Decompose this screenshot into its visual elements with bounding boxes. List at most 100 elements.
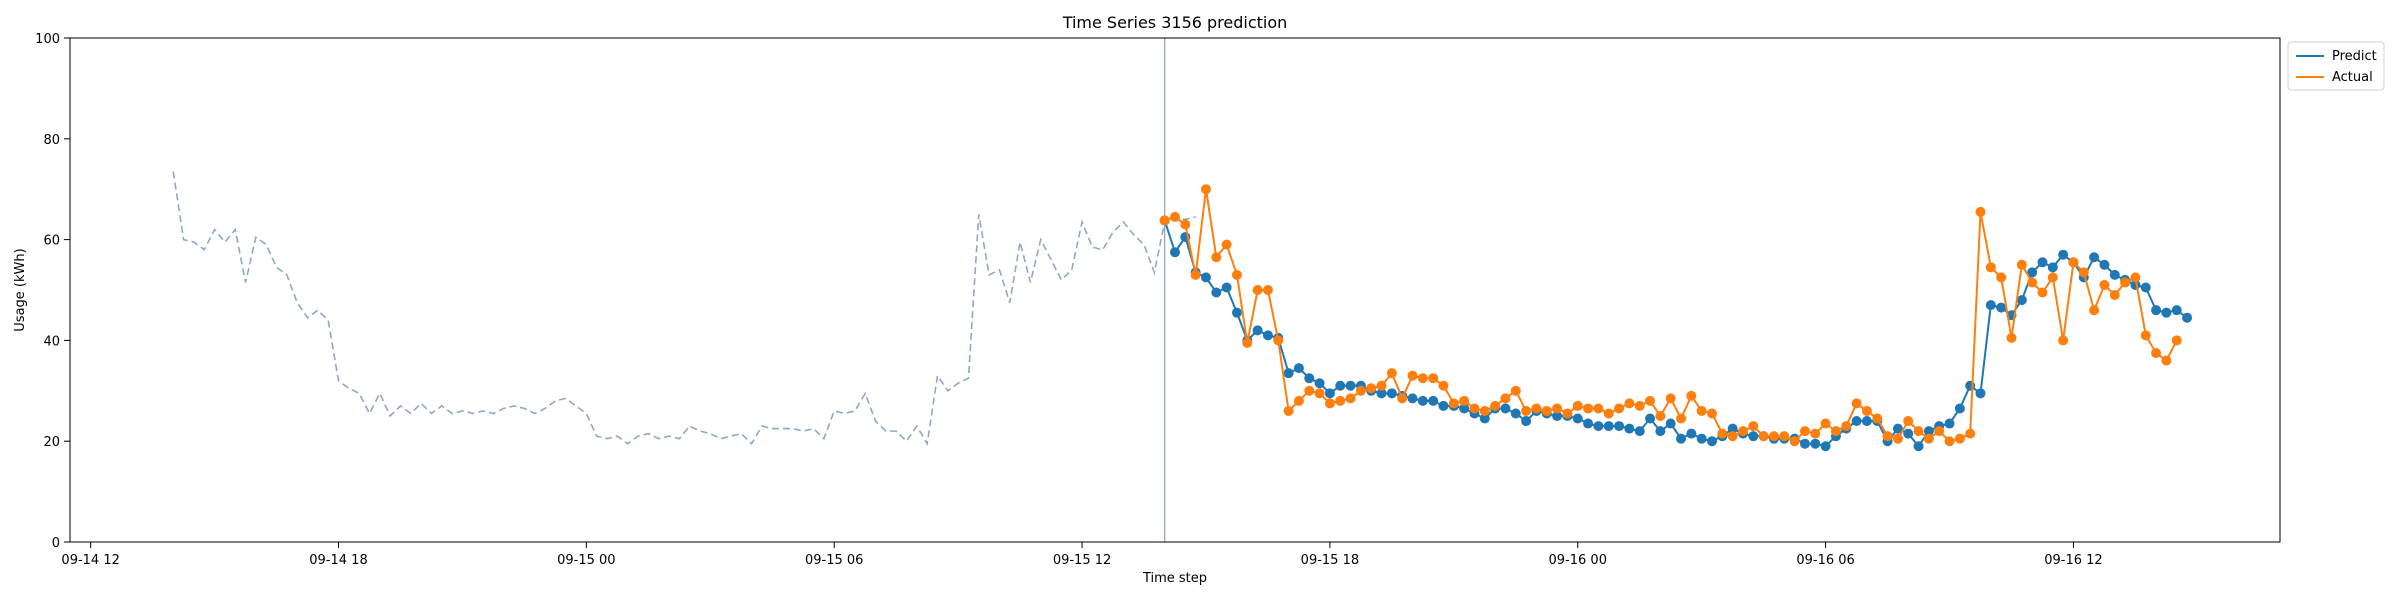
predict-point xyxy=(2037,257,2048,268)
predict-point xyxy=(1954,403,1965,414)
predict-point xyxy=(1820,441,1831,452)
predict-point xyxy=(1965,380,1976,391)
predict-point xyxy=(1221,282,1232,293)
x-tick-label: 09-16 00 xyxy=(1549,553,1607,568)
predict-point xyxy=(1624,423,1635,434)
x-tick-label: 09-14 18 xyxy=(309,553,367,568)
predict-point xyxy=(1479,413,1490,424)
predict-point xyxy=(1676,433,1687,444)
predict-point xyxy=(1510,408,1521,419)
predict-point xyxy=(1417,395,1428,406)
predict-point xyxy=(1851,416,1862,427)
predict-point xyxy=(1283,368,1294,379)
actual-point xyxy=(1789,436,1800,447)
y-tick-label: 20 xyxy=(43,435,60,450)
actual-point xyxy=(1283,405,1294,416)
predict-point xyxy=(2016,295,2027,306)
predict-point xyxy=(1861,416,1872,427)
predict-point xyxy=(2058,249,2069,260)
actual-point xyxy=(1324,398,1335,409)
y-tick-label: 60 xyxy=(43,234,60,249)
actual-point xyxy=(1779,431,1790,442)
predict-point xyxy=(1975,388,1986,399)
actual-point xyxy=(1975,206,1986,217)
actual-point xyxy=(1335,395,1346,406)
predict-point xyxy=(1810,438,1821,449)
actual-point xyxy=(1996,272,2007,283)
x-tick-label: 09-16 06 xyxy=(1796,553,1854,568)
actual-point xyxy=(1448,398,1459,409)
actual-point xyxy=(1407,370,1418,381)
y-axis-ticks: 0 20 40 60 80 100 xyxy=(35,32,70,551)
predict-point xyxy=(2099,259,2110,270)
actual-point xyxy=(2120,277,2131,288)
actual-point xyxy=(1417,373,1428,384)
predict-point xyxy=(1707,436,1718,447)
actual-point xyxy=(1965,428,1976,439)
actual-point xyxy=(1737,426,1748,437)
actual-point xyxy=(1469,403,1480,414)
predict-point xyxy=(1603,421,1614,432)
predict-point xyxy=(1748,431,1759,442)
actual-point xyxy=(1934,426,1945,437)
actual-point xyxy=(1686,390,1697,401)
actual-point xyxy=(2068,257,2079,268)
predict-point xyxy=(2027,267,2038,278)
actual-point xyxy=(2058,335,2069,346)
actual-point xyxy=(1603,408,1614,419)
actual-point xyxy=(2161,355,2172,366)
actual-point xyxy=(2006,332,2017,343)
predict-point xyxy=(2047,262,2058,273)
actual-point xyxy=(1438,380,1449,391)
predict-point xyxy=(1345,380,1356,391)
predict-point xyxy=(1552,411,1563,421)
actual-point xyxy=(1273,335,1284,346)
actual-point xyxy=(2130,272,2141,283)
actual-point xyxy=(1768,431,1779,442)
x-tick-label: 09-15 06 xyxy=(805,553,863,568)
y-tick-label: 40 xyxy=(43,334,60,349)
actual-point xyxy=(1572,400,1583,411)
actual-point xyxy=(1170,211,1180,222)
y-tick-label: 80 xyxy=(43,133,60,148)
y-tick-label: 0 xyxy=(52,536,60,551)
legend-predict-label: Predict xyxy=(2332,49,2377,64)
predict-point xyxy=(2109,269,2120,280)
actual-point xyxy=(1634,400,1645,411)
actual-point xyxy=(1903,416,1914,427)
actual-point xyxy=(1851,398,1862,409)
predict-point xyxy=(1500,403,1511,414)
actual-point xyxy=(1510,385,1521,396)
actual-point xyxy=(1614,403,1625,414)
predict-point xyxy=(1438,400,1449,411)
predict-point xyxy=(1324,388,1335,399)
actual-point xyxy=(1355,385,1366,396)
y-tick-label: 100 xyxy=(35,32,60,47)
actual-point xyxy=(1552,403,1563,414)
actual-point xyxy=(1872,413,1883,424)
predict-series-line xyxy=(1163,220,2188,448)
chart-title: Time Series 3156 prediction xyxy=(1062,13,1288,32)
actual-point xyxy=(1314,388,1325,399)
x-tick-label: 09-16 12 xyxy=(2044,553,2102,568)
predict-point xyxy=(1252,325,1263,336)
predict-point xyxy=(1200,272,1211,283)
actual-point xyxy=(1366,383,1377,394)
y-axis-label: Usage (kWh) xyxy=(13,248,28,331)
predict-point xyxy=(1593,421,1604,432)
predict-point xyxy=(1572,413,1583,424)
legend: Predict Actual xyxy=(2287,41,2385,91)
actual-point xyxy=(1190,269,1201,280)
actual-point xyxy=(1882,431,1893,442)
actual-point xyxy=(1221,239,1232,250)
predict-point xyxy=(2171,305,2182,316)
actual-point xyxy=(1242,337,1253,348)
actual-point xyxy=(1624,398,1635,409)
predict-point xyxy=(1903,428,1914,439)
predict-point xyxy=(1376,388,1387,399)
actual-point xyxy=(1748,421,1759,432)
predict-point xyxy=(1665,418,1676,429)
predict-point xyxy=(1799,438,1810,449)
predict-point xyxy=(1170,247,1180,258)
